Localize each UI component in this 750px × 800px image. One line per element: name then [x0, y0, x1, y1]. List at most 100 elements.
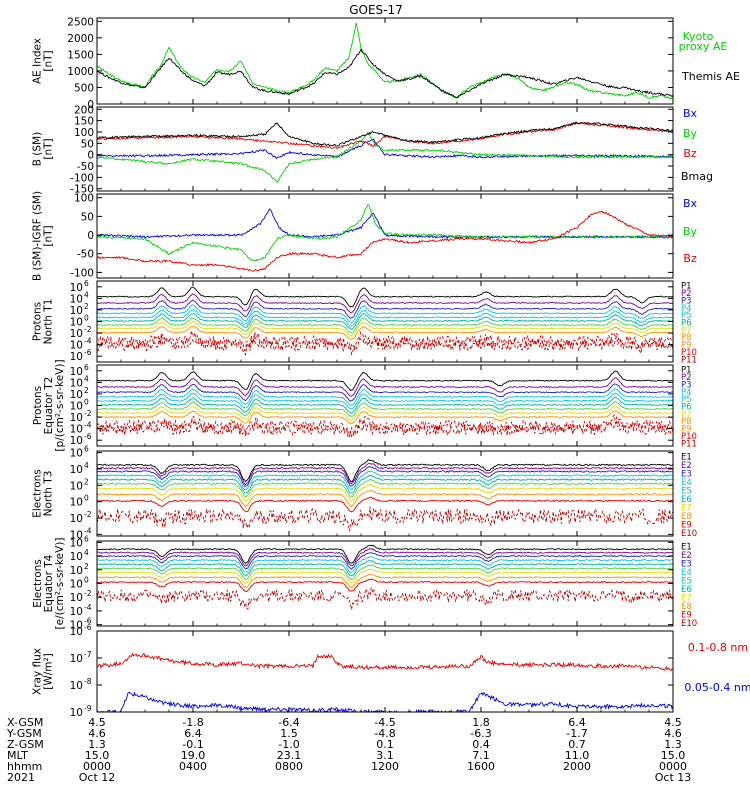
ae-ytick-label: 0 [87, 99, 94, 111]
e_t3-channel-1 [97, 459, 673, 483]
xrow-value: 4.6 [88, 727, 106, 740]
xrow-value: 6.4 [184, 727, 202, 740]
p_t1-channel-8 [97, 320, 673, 337]
xrow-value: -6.4 [278, 716, 299, 729]
e_t4-ytick-exponent: 4 [84, 548, 89, 557]
bsm_igrf-ytick-label: 100 [74, 193, 94, 205]
xrow-value: 3.1 [376, 749, 394, 762]
e_t4-ytick-exponent: -6 [84, 617, 92, 626]
xray-ytick-exponent: -6 [84, 623, 92, 632]
ae-ytick-label: 1000 [67, 66, 94, 78]
xrow-value: -4.5 [374, 716, 395, 729]
p_t1-legend-p8: P8 [681, 333, 692, 343]
xrow-value: 23.1 [277, 749, 302, 762]
xrow-value: Oct 13 [655, 771, 692, 784]
p_t2-legend-p4: P4 [681, 388, 692, 398]
xrow-label-y-gsm: Y-GSM [6, 727, 42, 740]
bsm-series-bmag [97, 121, 673, 147]
e_t4-legend-e2: E2 [681, 551, 692, 561]
p_t1-legend-p1: P1 [681, 282, 692, 292]
p_t1-ytick-label: 10 [70, 305, 83, 317]
bsm-series-bz [97, 121, 673, 150]
p_t2-ytick-label: 10 [70, 412, 83, 424]
p_t2-channel-10 [97, 414, 673, 437]
p_t1-ytick-exponent: 6 [84, 279, 89, 288]
e_t3-legend-e8: E8 [681, 512, 692, 522]
e_t3-legend-e6: E6 [681, 495, 692, 505]
p_t1-ylabel: North T1 [43, 299, 55, 345]
e_t3-ytick-label: 10 [70, 513, 83, 525]
e_t3-channel-5 [97, 475, 673, 494]
p_t1-ytick-exponent: -6 [84, 348, 92, 357]
e_t3-channel-6 [97, 479, 673, 498]
xrow-value: 6.4 [568, 716, 586, 729]
e_t3-legend-e1: E1 [681, 452, 692, 462]
e_t3-legend-e3: E3 [681, 469, 692, 479]
e_t3-ylabel: Electrons [32, 469, 44, 518]
p_t2-ytick-exponent: -4 [84, 421, 92, 430]
p_t2-ytick-exponent: 0 [84, 398, 89, 407]
xray-legend-0-05-0-4-nm: 0.05-0.4 nm [684, 681, 750, 694]
p_t1-series [97, 286, 673, 357]
ae-ytick-label: 2500 [67, 16, 94, 28]
p_t2-ylabel: Equator T2 [43, 377, 55, 435]
p_t2-ytick-label: 10 [70, 377, 83, 389]
p_t1-ytick-label: 10 [70, 328, 83, 340]
xrow-value: 2000 [563, 760, 591, 773]
e_t3-ylabel: North T3 [43, 471, 55, 517]
p_t2-channel-1 [97, 370, 673, 392]
e_t4-channel-4 [97, 556, 673, 574]
p_t2-legend-p8: P8 [681, 417, 692, 427]
e_t4-ytick-label: 10 [70, 579, 83, 591]
xrow-value: 1600 [467, 760, 495, 773]
e_t3-ytick-exponent: 4 [84, 461, 89, 470]
e_t3-channel-10 [97, 506, 673, 532]
e_t4-legend-e4: E4 [681, 568, 692, 578]
ae-series [97, 22, 673, 100]
p_t2-ylabel: [p/(cm²-s-sr-keV)] [54, 359, 66, 451]
bsm_igrf-ytick-label: -100 [70, 267, 94, 279]
bsm_igrf-ylabel: [nT] [43, 225, 55, 246]
ae-ylabel: [nT] [43, 50, 55, 71]
xrow-value: 4.6 [664, 727, 682, 740]
bsm_igrf-series [97, 204, 673, 272]
xrow-value: 1.8 [472, 716, 490, 729]
e_t3-ytick-label: 10 [70, 497, 83, 509]
xrow-value: 1.3 [88, 738, 106, 751]
ae-frame [96, 17, 674, 105]
e_t4-legend-e6: E6 [681, 585, 692, 595]
p_t2-ytick-exponent: 4 [84, 374, 89, 383]
xray-ylabel: [W/m²] [43, 653, 55, 690]
xrow-value: 0.1 [376, 738, 394, 751]
p_t1-ytick-exponent: -2 [84, 325, 92, 334]
p_t1-channel-9 [97, 325, 673, 341]
e_t3-legend-e4: E4 [681, 478, 692, 488]
xrow-value: -1.8 [182, 716, 203, 729]
bsm-legend-bmag: Bmag [681, 170, 713, 183]
bsm-ytick-label: 200 [74, 104, 94, 116]
p_t1-ytick-label: 10 [70, 317, 83, 329]
e_t4-series [97, 544, 673, 610]
ae-legend-proxy-ae: proxy AE [679, 40, 728, 53]
bsm_igrf-ytick-label: -50 [77, 249, 94, 261]
xrow-value: 0.7 [568, 738, 586, 751]
e_t4-ytick-label: 10 [70, 537, 83, 549]
p_t2-ytick-exponent: 6 [84, 363, 89, 372]
bsm-series [97, 121, 673, 183]
p_t1-legend-p7: P7 [681, 326, 692, 336]
ae-series-themis-ae [97, 48, 673, 99]
p_t1-legend-p9: P9 [681, 341, 692, 351]
panel-bsm_igrf: -100 -50 0 50 100 B (SM)-IGRF (SM) [nT] Bx By Bz [32, 191, 698, 281]
ae-ytick-label: 1500 [67, 49, 94, 61]
p_t2-channel-8 [97, 405, 673, 422]
bsm_igrf-legend-bz: Bz [683, 252, 697, 265]
p_t2-series [97, 370, 673, 439]
e_t3-ytick-exponent: -2 [84, 510, 92, 519]
e_t4-channel-8 [97, 573, 673, 589]
xrow-value: 15.0 [85, 749, 110, 762]
p_t2-channel-9 [97, 410, 673, 425]
p_t1-legend-p5: P5 [681, 311, 692, 321]
xrow-value: 1200 [371, 760, 399, 773]
